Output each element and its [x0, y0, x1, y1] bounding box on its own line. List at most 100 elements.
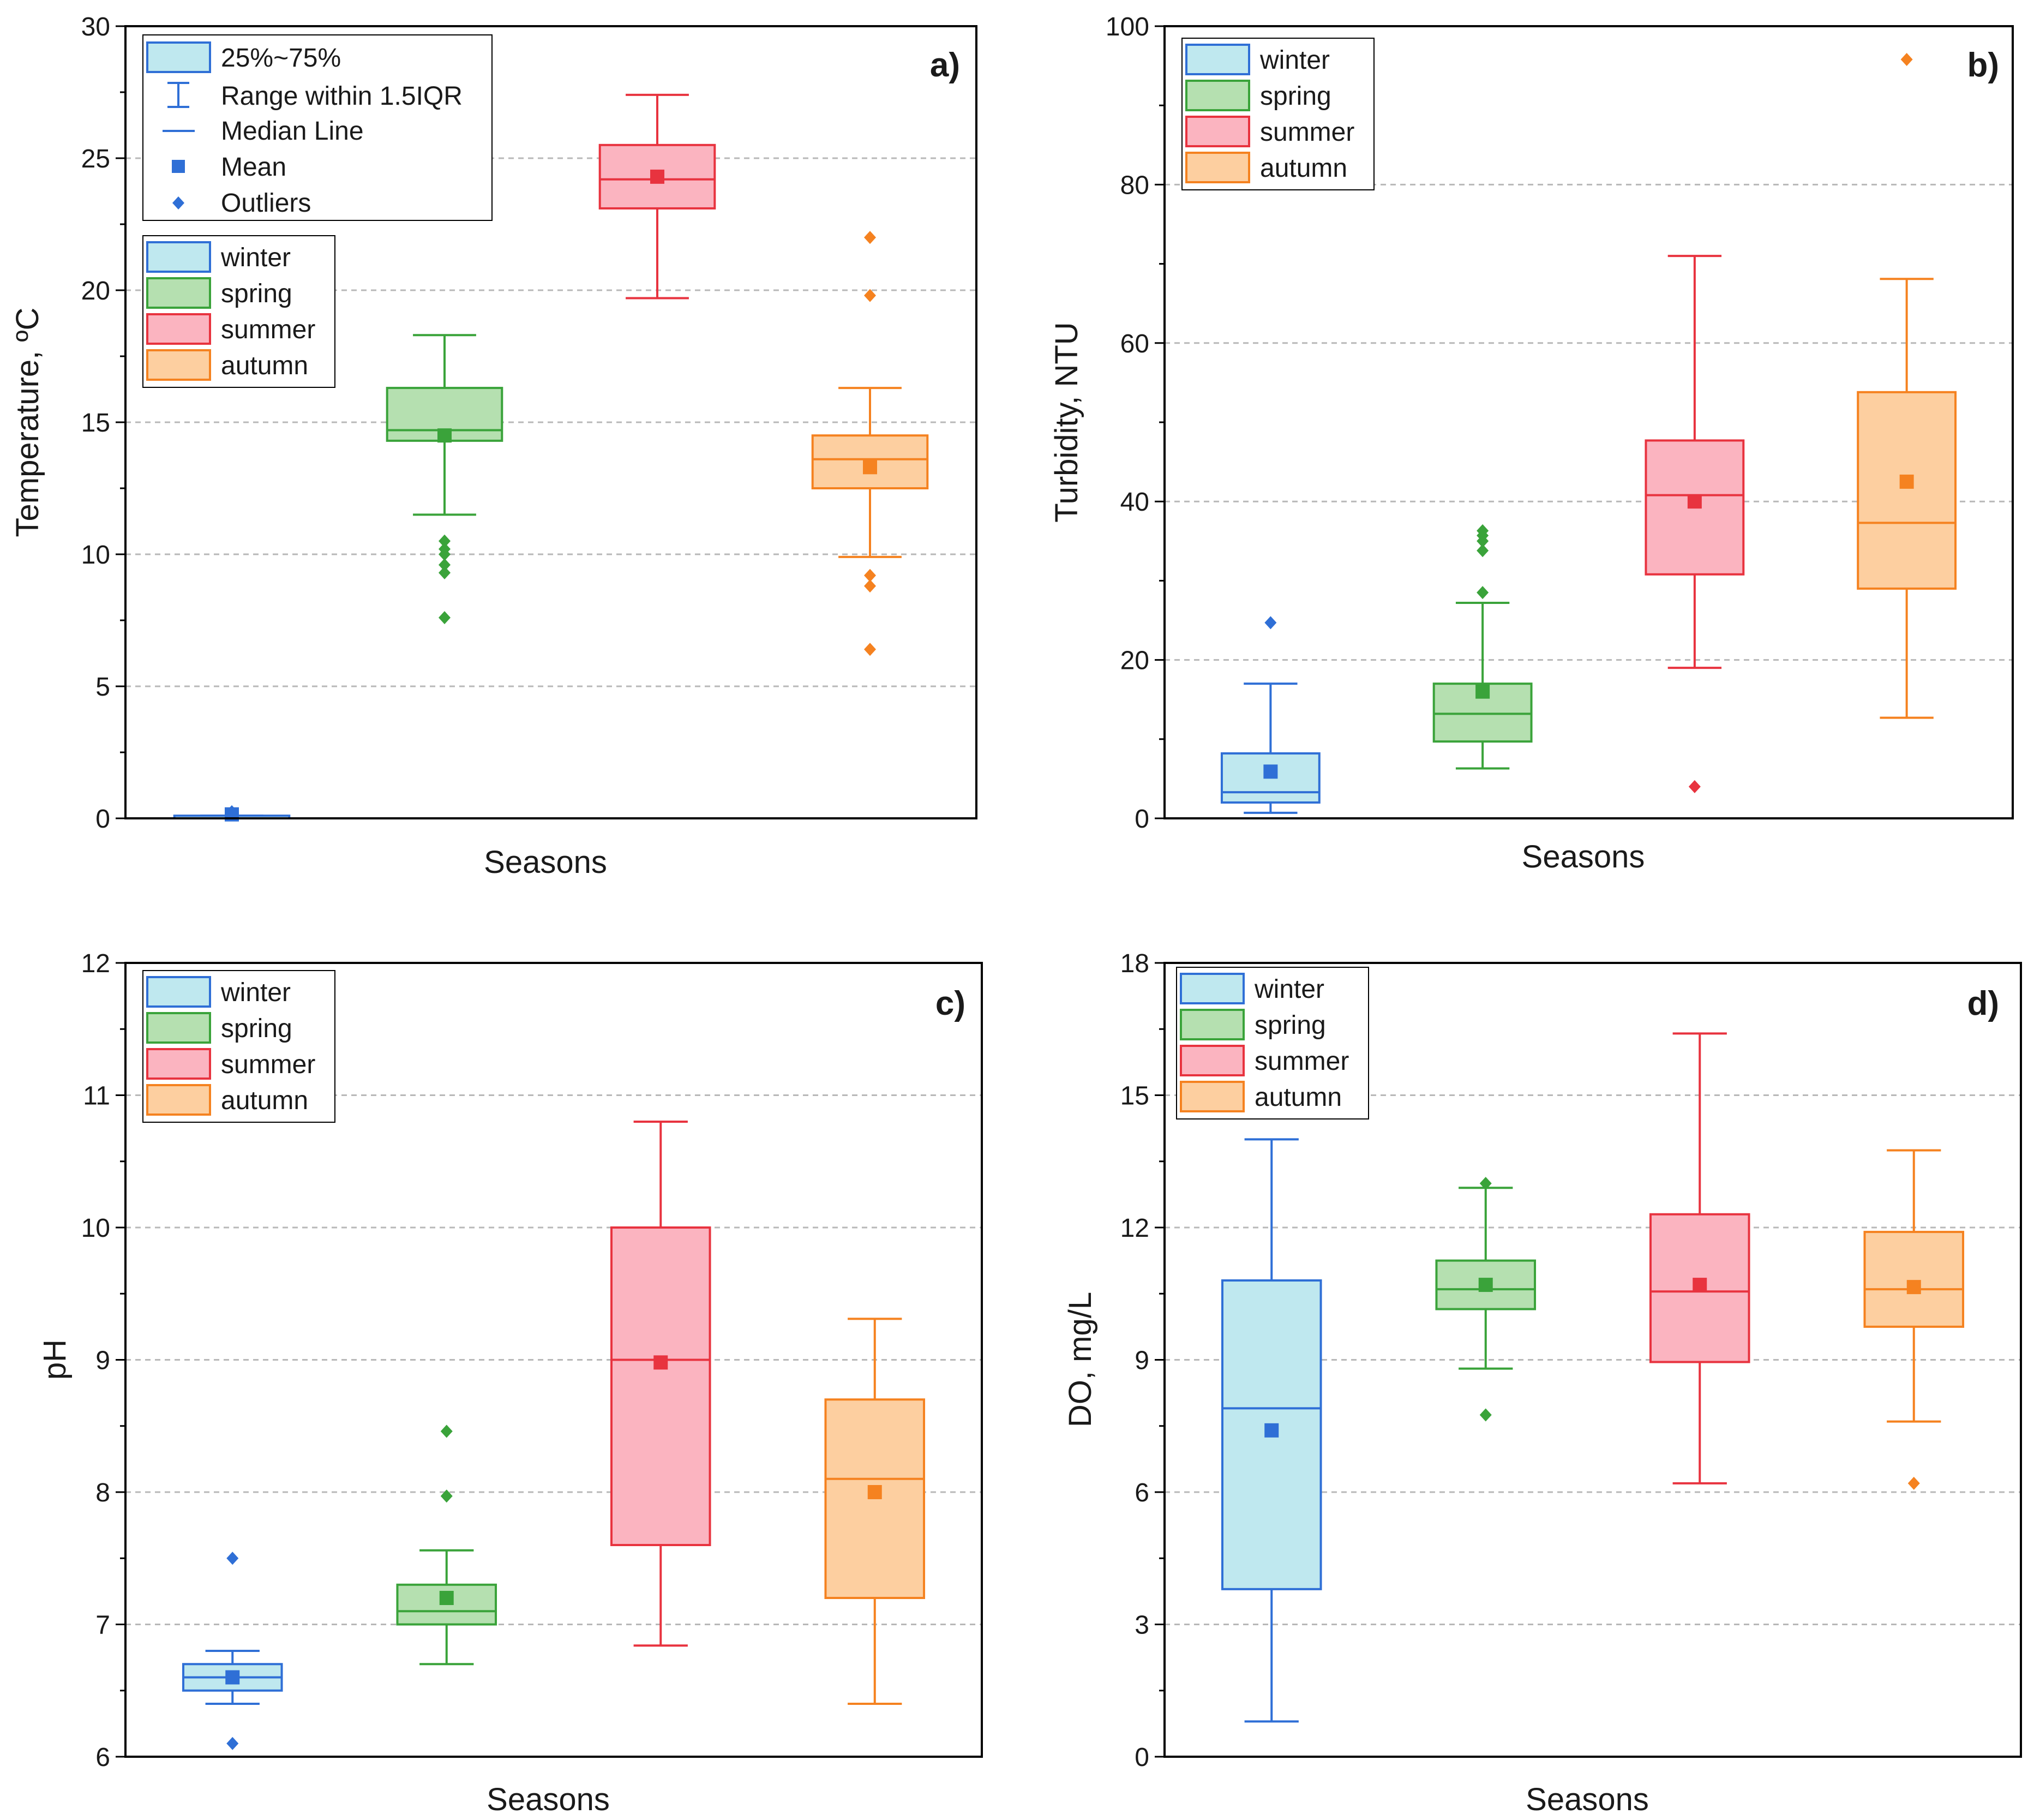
- legend-label-summer: summer: [1255, 1047, 1349, 1076]
- legend-swatch-winter: [146, 241, 211, 273]
- legend-label-winter: winter: [220, 978, 291, 1007]
- season-legend: winter spring summer autumn: [142, 970, 335, 1123]
- box-autumn: [1863, 1149, 1965, 1490]
- y-tick-label: 25: [81, 145, 110, 173]
- y-tick-label: 12: [1120, 1214, 1149, 1243]
- y-axis-title: Temperature, ºC: [10, 308, 45, 537]
- legend-swatch-winter: [1180, 973, 1245, 1004]
- box-iqr: [1435, 1259, 1537, 1310]
- outlier-marker: [864, 579, 876, 593]
- y-tick-label: 0: [1135, 1743, 1149, 1772]
- legend-swatch-autumn: [1180, 1081, 1245, 1112]
- y-axis-title: DO, mg/L: [1063, 1292, 1098, 1427]
- legend-label-spring: spring: [221, 279, 292, 308]
- box-winter: [182, 1552, 283, 1750]
- y-tick-label: 40: [1120, 488, 1149, 517]
- legend-swatch-summer: [146, 313, 211, 345]
- box-spring: [1432, 524, 1533, 770]
- outlier-marker: [439, 548, 451, 561]
- box-summer: [1649, 1032, 1750, 1484]
- mean-marker: [1693, 1278, 1707, 1292]
- plot-frame: [1163, 25, 2014, 819]
- legend-outliers-label: Outliers: [221, 189, 311, 218]
- box-spring: [1435, 1177, 1537, 1422]
- y-tick-label: 5: [95, 673, 110, 702]
- box-autumn: [811, 231, 929, 656]
- panel-d: 0 3 6 9 12 15 18 Seasons DO, mg/L d) winter spring s…: [1063, 949, 2022, 1817]
- plot-frame: [124, 962, 983, 1758]
- y-tick-label: 20: [81, 277, 110, 306]
- outlier-marker: [439, 558, 451, 572]
- box-iqr: [1857, 391, 1957, 590]
- legend-label-spring: spring: [1255, 1011, 1326, 1040]
- mean-marker: [1264, 1423, 1279, 1438]
- outlier-marker: [1479, 1177, 1492, 1190]
- box-iqr: [598, 143, 716, 209]
- outlier-marker: [226, 1737, 239, 1750]
- y-tick-label: 12: [81, 949, 110, 978]
- legend-label-autumn: autumn: [1255, 1083, 1342, 1112]
- outlier-marker: [1477, 544, 1489, 558]
- panel-label: d): [1967, 985, 1999, 1022]
- legend-box-label: 25%~75%: [221, 44, 341, 73]
- box-autumn: [1857, 52, 1957, 719]
- legend-label-autumn: autumn: [1260, 154, 1347, 183]
- symbol-legend: 25%~75% Range within 1.5IQR Median Line Mea…: [142, 34, 493, 221]
- box-spring: [396, 1424, 497, 1666]
- x-axis-title: Seasons: [487, 1782, 610, 1817]
- legend-label-summer: summer: [221, 1050, 315, 1079]
- season-legend: winter spring summer autumn: [1176, 967, 1369, 1119]
- legend-swatch-summer: [1180, 1045, 1245, 1076]
- legend-mean-label: Mean: [221, 153, 286, 182]
- legend-swatch-autumn: [146, 349, 211, 381]
- y-tick-label: 6: [1135, 1478, 1149, 1507]
- box-iqr: [610, 1226, 711, 1546]
- x-axis-title: Seasons: [1526, 1782, 1649, 1817]
- legend-box-symbol: [146, 41, 211, 73]
- y-tick-label: 30: [81, 13, 110, 41]
- outlier-marker: [226, 1552, 239, 1565]
- legend-label-winter: winter: [1259, 46, 1330, 75]
- legend-outlier-symbol: [172, 196, 184, 209]
- box-spring: [386, 334, 503, 625]
- y-tick-label: 80: [1120, 171, 1149, 200]
- outlier-marker: [1900, 52, 1913, 66]
- outlier-marker: [440, 1489, 453, 1503]
- outlier-marker: [1907, 1476, 1920, 1490]
- outlier-marker: [1264, 616, 1277, 630]
- legend-swatch-winter: [1185, 44, 1250, 75]
- x-axis-title: Seasons: [484, 845, 607, 880]
- y-tick-label: 6: [95, 1743, 110, 1772]
- mean-marker: [225, 1670, 240, 1685]
- season-legend: winter spring summer autumn: [1181, 38, 1375, 190]
- panel-label: a): [930, 46, 960, 84]
- legend-label-autumn: autumn: [221, 351, 308, 380]
- y-tick-label: 9: [1135, 1346, 1149, 1375]
- panel-c: 6 7 8 9 10 11 12 Seasons pH c) winter spring summer a…: [37, 949, 983, 1817]
- y-tick-label: 11: [83, 1082, 110, 1111]
- mean-marker: [653, 1355, 668, 1370]
- y-axis-title: pH: [37, 1339, 73, 1380]
- y-tick-label: 100: [1106, 13, 1149, 41]
- legend-label-winter: winter: [220, 243, 291, 272]
- outlier-marker: [864, 568, 876, 582]
- y-axis-title: Turbidity, NTU: [1049, 322, 1084, 522]
- outlier-marker: [864, 231, 876, 244]
- box-summer: [610, 1121, 711, 1647]
- mean-marker: [1475, 684, 1490, 699]
- legend-label-spring: spring: [221, 1014, 292, 1043]
- y-tick-label: 0: [95, 805, 110, 834]
- y-tick-label: 10: [81, 1214, 110, 1243]
- y-tick-label: 15: [81, 409, 110, 438]
- outlier-marker: [226, 805, 238, 818]
- legend-label-summer: summer: [221, 315, 315, 344]
- legend-whisker-label: Range within 1.5IQR: [221, 82, 463, 111]
- season-legend: winter spring summer autumn: [142, 235, 335, 388]
- plot-frame: [124, 25, 977, 819]
- legend-swatch-spring: [1180, 1009, 1245, 1040]
- legend-swatch-spring: [1185, 80, 1250, 111]
- legend-label-summer: summer: [1260, 118, 1354, 147]
- legend-swatch-winter: [146, 976, 211, 1008]
- mean-marker: [1687, 494, 1702, 509]
- panel-a: 0 5 10 15 20 25 30 Seasons Temperature, ºC a) wint…: [10, 13, 977, 880]
